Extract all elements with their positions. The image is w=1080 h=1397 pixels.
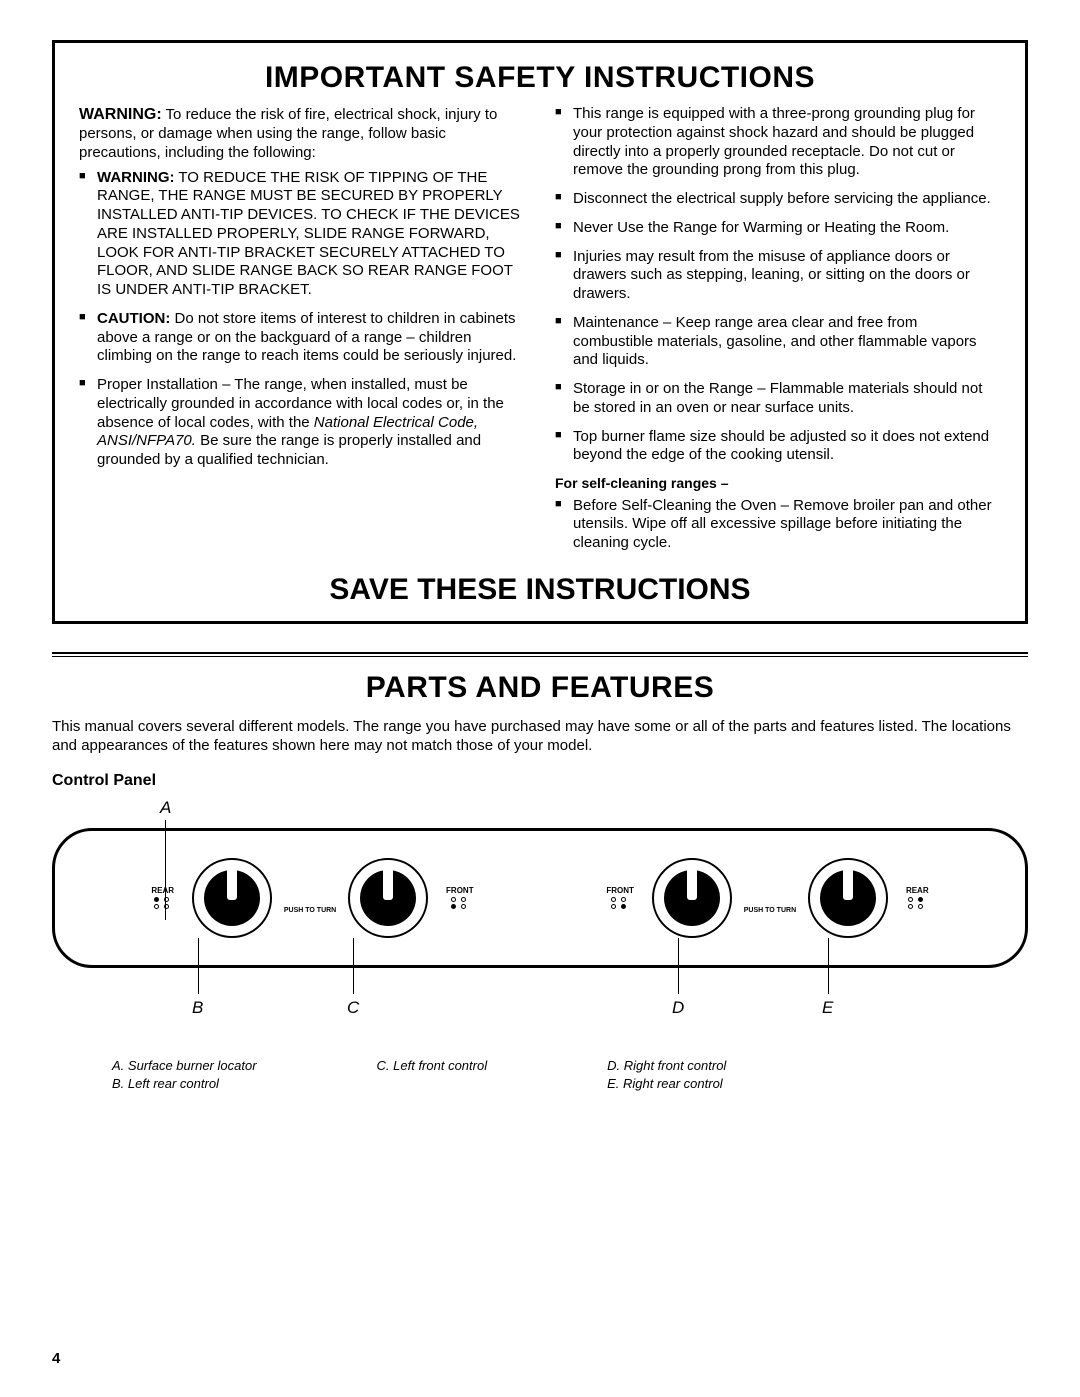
legend-col-2: C. Left front control <box>377 1058 488 1094</box>
callout-line-d <box>678 938 679 994</box>
section-divider <box>52 652 1028 657</box>
callout-line-b <box>198 938 199 994</box>
left-knob-group: REAR PUSH TO TURN FRONT <box>151 858 473 938</box>
left-bullet-2: CAUTION: Do not store items of interest … <box>97 310 525 366</box>
right-bullet-4: Injuries may result from the misuse of a… <box>573 248 1001 304</box>
warning-intro: WARNING: To reduce the risk of fire, ele… <box>79 105 525 163</box>
legend-col-3: D. Right front control E. Right rear con… <box>607 1058 726 1094</box>
knob-left-rear <box>192 858 272 938</box>
callout-line-c <box>353 938 354 994</box>
callout-line-e <box>828 938 829 994</box>
front-indicator-right: FRONT <box>606 886 634 909</box>
front-label-2: FRONT <box>606 886 634 895</box>
legend-d: D. Right front control <box>607 1058 726 1073</box>
save-instructions-title: SAVE THESE INSTRUCTIONS <box>79 573 1001 607</box>
knob-left-front <box>348 858 428 938</box>
knob-right-rear <box>808 858 888 938</box>
callout-d: D <box>672 998 684 1018</box>
knob-right-front <box>652 858 732 938</box>
left-bullet-1: WARNING: TO REDUCE THE RISK OF TIPPING O… <box>97 169 525 300</box>
left-bullet-1-text: TO REDUCE THE RISK OF TIPPING OF THE RAN… <box>97 169 520 299</box>
safety-title: IMPORTANT SAFETY INSTRUCTIONS <box>79 61 1001 95</box>
right-bullet-1: This range is equipped with a three-pron… <box>573 105 1001 180</box>
callout-a: A <box>160 798 171 818</box>
left-bullet-3: Proper Installation – The range, when in… <box>97 376 525 470</box>
safety-columns: WARNING: To reduce the risk of fire, ele… <box>79 105 1001 563</box>
callout-b: B <box>192 998 203 1018</box>
safety-left-column: WARNING: To reduce the risk of fire, ele… <box>79 105 525 563</box>
right-bullet-2: Disconnect the electrical supply before … <box>573 190 1001 209</box>
right-bullet-list: This range is equipped with a three-pron… <box>555 105 1001 465</box>
parts-features-title: PARTS AND FEATURES <box>52 671 1028 705</box>
rear-label-2: REAR <box>906 886 929 895</box>
warning-lead: WARNING: <box>79 106 162 123</box>
left-bullet-2-lead: CAUTION: <box>97 310 170 327</box>
legend-b: B. Left rear control <box>112 1076 257 1091</box>
rear-label-1: REAR <box>151 886 174 895</box>
push-label-2: PUSH TO TURN <box>744 907 796 914</box>
right-bullet-7: Top burner flame size should be adjusted… <box>573 428 1001 466</box>
right-knob-group: FRONT PUSH TO TURN REAR <box>606 858 928 938</box>
right-bullet-3: Never Use the Range for Warming or Heati… <box>573 219 1001 238</box>
left-bullet-list: WARNING: TO REDUCE THE RISK OF TIPPING O… <box>79 169 525 470</box>
callout-e: E <box>822 998 833 1018</box>
legend-col-1: A. Surface burner locator B. Left rear c… <box>112 1058 257 1094</box>
legend-c: C. Left front control <box>377 1058 488 1073</box>
callout-c: C <box>347 998 359 1018</box>
push-label-1: PUSH TO TURN <box>284 907 336 914</box>
rear-indicator-right: REAR <box>906 886 929 909</box>
self-clean-list: Before Self-Cleaning the Oven – Remove b… <box>555 497 1001 553</box>
legend-e: E. Right rear control <box>607 1076 726 1091</box>
page-number: 4 <box>52 1350 60 1367</box>
right-bullet-5: Maintenance – Keep range area clear and … <box>573 314 1001 370</box>
control-panel-label: Control Panel <box>52 772 1028 790</box>
front-indicator-left: FRONT <box>446 886 474 909</box>
left-bullet-1-lead: WARNING: <box>97 169 175 186</box>
rear-indicator-left: REAR <box>151 886 174 909</box>
parts-intro-text: This manual covers several different mod… <box>52 717 1028 756</box>
right-bullet-6: Storage in or on the Range – Flammable m… <box>573 380 1001 418</box>
front-label-1: FRONT <box>446 886 474 895</box>
safety-right-column: This range is equipped with a three-pron… <box>555 105 1001 563</box>
self-clean-header: For self-cleaning ranges – <box>555 475 1001 493</box>
control-panel-diagram: A REAR PUSH TO TURN FRONT <box>52 798 1028 1028</box>
legend-a: A. Surface burner locator <box>112 1058 257 1073</box>
diagram-legend: A. Surface burner locator B. Left rear c… <box>52 1058 1028 1094</box>
safety-instructions-box: IMPORTANT SAFETY INSTRUCTIONS WARNING: T… <box>52 40 1028 624</box>
self-clean-bullet: Before Self-Cleaning the Oven – Remove b… <box>573 497 1001 553</box>
